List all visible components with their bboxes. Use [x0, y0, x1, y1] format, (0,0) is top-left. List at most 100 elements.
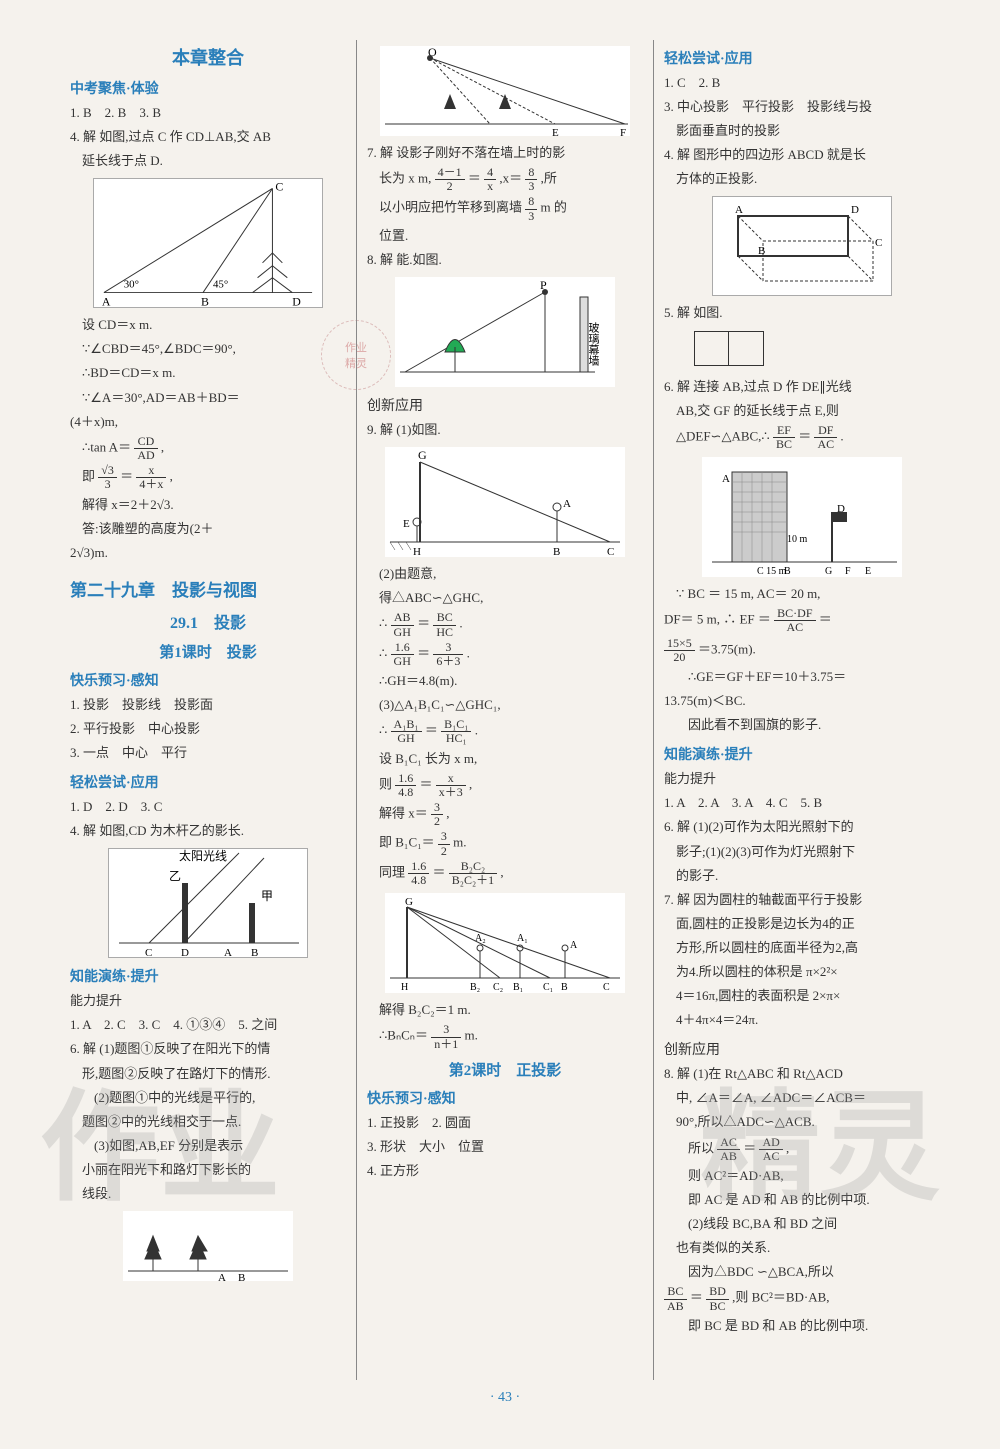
q4-intro: 4. 解 如图,过点 C 作 CD⊥AB,交 AB [70, 126, 346, 148]
skill3-7b: 面,圆柱的正投影是边长为4的正 [664, 913, 940, 935]
pre3: 3. 一点 中心 平行 [70, 742, 346, 764]
figure-triangle-sculpture: A B C D 30° 45° [93, 178, 323, 308]
q9e: ∴ 1.6GH ＝ 36＋3 . [367, 641, 643, 668]
svg-text:H: H [401, 982, 408, 993]
q9b: (2)由题意, [367, 563, 643, 585]
figure-building-flag: A D 10 m G F E B C 15 m [702, 457, 902, 577]
svg-text:B₁: B₁ [513, 982, 523, 993]
svg-text:30°: 30° [124, 279, 139, 291]
svg-text:H: H [413, 546, 421, 557]
q4-l6: ∴tan A＝ CDAD , [70, 435, 346, 462]
q9d: ∴ ABGH ＝ BCHC . [367, 611, 643, 638]
label-A: A [102, 295, 111, 309]
label-B: B [201, 295, 209, 309]
column-2: O E F 7. 解 设影子刚好不落在墙上时的影 长为 x m, 4－12 ＝ … [356, 40, 653, 1380]
q8h: 也有类似的关系. [664, 1237, 940, 1259]
skill3-7a: 7. 解 因为圆柱的轴截面平行于投影 [664, 889, 940, 911]
innov3-head: 创新应用 [664, 1039, 940, 1059]
answers-1-3: 1. B 2. B 3. B [70, 102, 346, 124]
figure-two-squares [694, 331, 940, 370]
easy3-head: 轻松尝试·应用 [664, 48, 940, 68]
svg-text:F: F [620, 127, 626, 136]
svg-text:甲: 甲 [261, 889, 273, 903]
easy3-3b: 影面垂直时的投影 [664, 120, 940, 142]
q9g: (3)△A₁B₁C₁∽△GHC₁, [367, 694, 643, 716]
svg-text:C₁: C₁ [543, 982, 553, 993]
q4-l7: 即 √33 ＝ x4＋x , [70, 464, 346, 491]
q9i: 设 B₁C₁ 长为 x m, [367, 748, 643, 770]
q5: 5. 解 如图. [664, 302, 940, 324]
svg-text:玻璃幕墙: 玻璃幕墙 [587, 322, 600, 367]
q8g: (2)线段 BC,BA 和 BD 之间 [664, 1213, 940, 1235]
page-number: · 43 · [60, 1390, 950, 1406]
q7a: 7. 解 设影子刚好不落在墙上时的影 [367, 142, 643, 164]
skill3-sub: 能力提升 [664, 768, 940, 790]
pre2-4: 4. 正方形 [367, 1160, 643, 1182]
skill3-7f: 4＋4π×4＝24π. [664, 1009, 940, 1031]
q6g: ∴GE＝GF＋EF＝10＋3.75＝ [664, 666, 940, 688]
q9a: 9. 解 (1)如图. [367, 419, 643, 441]
q8f: 即 AC 是 AD 和 AB 的比例中项. [664, 1189, 940, 1211]
figure-cuboid-projection: A D B C [712, 196, 892, 296]
svg-text:A₁: A₁ [517, 933, 528, 944]
skill3-6c: 的影子. [664, 865, 940, 887]
preview-head: 快乐预习·感知 [70, 670, 346, 690]
svg-text:G: G [825, 566, 832, 577]
exam-focus-head: 中考聚焦·体验 [70, 78, 346, 98]
svg-text:B: B [251, 947, 258, 958]
svg-text:D: D [851, 204, 859, 216]
q7c: 以小明应把竹竿移到离墙 83 m 的 [367, 195, 643, 222]
skill3-7d: 为4.所以圆柱的体积是 π×2²× [664, 961, 940, 983]
q4-l5: (4＋x)m, [70, 411, 346, 433]
skill-6c: (2)题图①中的光线是平行的, [70, 1087, 346, 1109]
q9h: ∴ A₁B₁GH ＝ B₁C₁HC₁ . [367, 718, 643, 745]
svg-text:C: C [875, 237, 882, 249]
q9m: 同理 1.64.8 ＝ B₂C₂B₂C₂＋1 , [367, 860, 643, 887]
svg-text:乙: 乙 [169, 869, 181, 883]
q8i: 因为△BDC ∽△BCA,所以 [664, 1261, 940, 1283]
q8e: 则 AC²＝AD·AB, [664, 1165, 940, 1187]
skill-1-5: 1. A 2. C 3. C 4. ①③④ 5. 之间 [70, 1014, 346, 1036]
q4-intro2: 延长线于点 D. [70, 150, 346, 172]
skill3-7e: 4＝16π,圆柱的表面积是 2×π× [664, 985, 940, 1007]
preview2-head: 快乐预习·感知 [367, 1088, 643, 1108]
svg-text:C: C [603, 982, 610, 993]
chapter-29-title: 第二十九章 投影与视图 [70, 576, 346, 601]
easy-head: 轻松尝试·应用 [70, 772, 346, 792]
svg-text:B: B [238, 1272, 245, 1281]
svg-text:B: B [561, 982, 568, 993]
q8a: 8. 解 (1)在 Rt△ABC 和 Rt△ACD [664, 1063, 940, 1085]
skill-6f: 小丽在阳光下和路灯下影长的 [70, 1159, 346, 1181]
q8c: 90°,所以△ADC∽△ACB. [664, 1111, 940, 1133]
skill-6b: 形,题图②反映了在路灯下的情形. [70, 1063, 346, 1085]
label-C: C [275, 180, 283, 194]
figure-flagpole-multi: G A₂ A₁ A H B₂ B₁ C₂ C₁ C B [385, 893, 625, 993]
q6a: 6. 解 连接 AB,过点 D 作 DE∥光线 [664, 376, 940, 398]
pre1: 1. 投影 投影线 投影面 [70, 694, 346, 716]
pre2: 2. 平行投影 中心投影 [70, 718, 346, 740]
q6i: 因此看不到国旗的影子. [664, 714, 940, 736]
svg-text:C 15 m: C 15 m [757, 566, 787, 577]
svg-text:D: D [181, 947, 189, 958]
q6f-line: 15×520 ＝3.75(m). [664, 637, 940, 664]
column-1: 本章整合 中考聚焦·体验 1. B 2. B 3. B 4. 解 如图,过点 C… [60, 40, 356, 1380]
q8b: 中, ∠A＝∠A, ∠ADC＝∠ACB＝ [664, 1087, 940, 1109]
lesson-1-title: 第1课时 投影 [70, 641, 346, 662]
svg-text:E: E [403, 518, 410, 530]
q6b: AB,交 GF 的延长线于点 E,则 [664, 400, 940, 422]
skill3-1-5: 1. A 2. A 3. A 4. C 5. B [664, 792, 940, 814]
svg-text:A: A [563, 498, 571, 510]
q4-l10: 2√3)m. [70, 542, 346, 564]
innovation-head: 创新应用 [367, 395, 643, 415]
svg-text:A: A [218, 1272, 226, 1281]
svg-text:G: G [418, 448, 427, 462]
svg-text:A: A [224, 947, 232, 958]
svg-text:B: B [758, 245, 765, 257]
svg-text:D: D [837, 503, 845, 515]
svg-text:C₂: C₂ [493, 982, 503, 993]
skill3-6a: 6. 解 (1)(2)可作为太阳光照射下的 [664, 816, 940, 838]
easy-1-3: 1. D 2. D 3. C [70, 796, 346, 818]
skill-6e: (3)如图,AB,EF 分别是表示 [70, 1135, 346, 1157]
q4-l9: 答:该雕塑的高度为(2＋ [70, 518, 346, 540]
q4-l3: ∴BD＝CD＝x m. [70, 362, 346, 384]
